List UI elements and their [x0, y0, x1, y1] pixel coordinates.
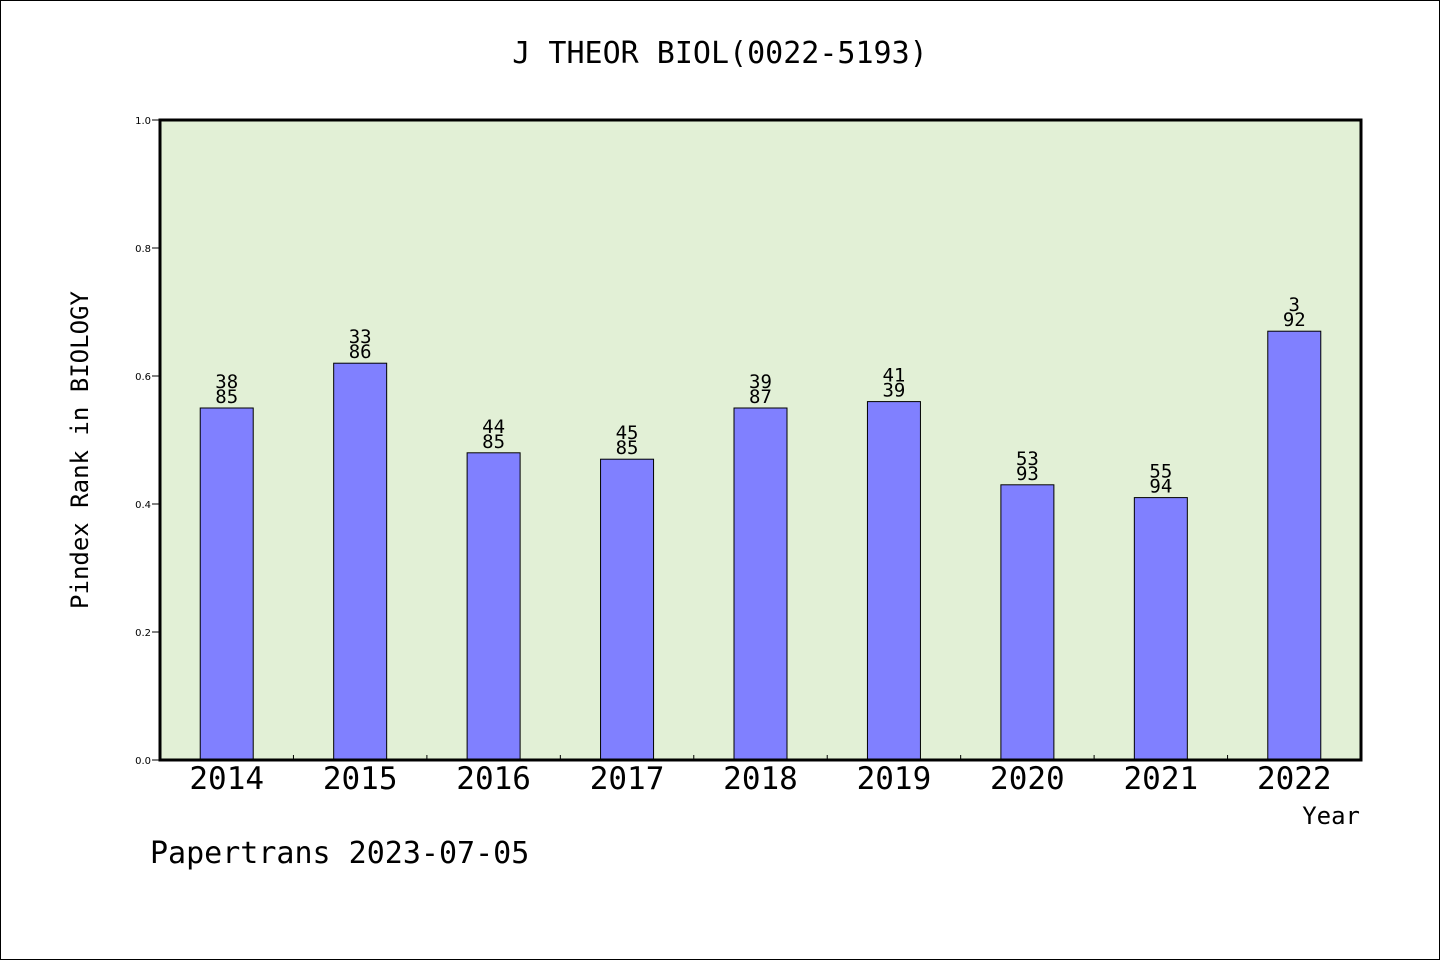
plot-border [158, 118, 1363, 762]
bar-total-label: 93 [1016, 463, 1039, 485]
bar-2020 [1000, 484, 1055, 761]
bar-total-label: 92 [1283, 309, 1306, 331]
bar-rank-label: 53 [1016, 448, 1039, 470]
bar-2014 [199, 407, 254, 761]
x-tick-label: 2020 [990, 761, 1065, 797]
y-tick-label: 0.4 [135, 500, 151, 511]
bar-2016 [466, 452, 521, 761]
bar-total-label: 85 [215, 386, 238, 408]
bar-2021 [1133, 497, 1188, 761]
bar-total-label: 85 [616, 437, 639, 459]
x-tick-label: 2016 [456, 761, 531, 797]
bar-rank-label: 55 [1149, 461, 1172, 483]
x-axis-label: Year [1302, 802, 1360, 830]
bar-total-label: 85 [482, 431, 505, 453]
bar-rank-label: 44 [482, 416, 505, 438]
bar-rank-label: 45 [616, 422, 639, 444]
bar-2015 [333, 362, 388, 761]
x-tick-label: 2014 [189, 761, 264, 797]
x-tick-label: 2019 [857, 761, 932, 797]
bar-rank-label: 3 [1289, 294, 1300, 316]
axes-group: 2014 2015 2016 2017 2018 2019 2020 2021 2022 0.0 0… [135, 116, 1332, 797]
bar-rank-label: 41 [882, 365, 905, 387]
chart-title: J THEOR BIOL(0022-5193) [512, 36, 928, 71]
bar-rank-label: 38 [215, 371, 238, 393]
bar-total-label: 87 [749, 386, 772, 408]
footer-stamp: Papertrans 2023-07-05 [150, 836, 530, 871]
bar-rank-label: 33 [349, 326, 372, 348]
x-tick-label: 2022 [1257, 761, 1332, 797]
bar-rank-label: 39 [749, 371, 772, 393]
y-tick-label: 0.8 [135, 244, 151, 255]
bar-2018 [733, 407, 788, 761]
bar-total-label: 39 [882, 380, 905, 402]
y-tick-label: 1.0 [135, 116, 151, 127]
bar-2019 [866, 401, 921, 761]
bar-total-label: 94 [1149, 476, 1172, 498]
y-tick-label: 0.6 [135, 372, 151, 383]
bar-total-label: 86 [349, 341, 372, 363]
bar-2022 [1267, 330, 1322, 761]
x-tick-label: 2015 [323, 761, 398, 797]
bar-2017 [600, 458, 655, 761]
y-tick-label: 0.2 [135, 628, 151, 639]
x-tick-label: 2018 [723, 761, 798, 797]
y-tick-label: 0.0 [135, 756, 151, 767]
x-tick-label: 2017 [590, 761, 665, 797]
x-tick-label: 2021 [1124, 761, 1199, 797]
